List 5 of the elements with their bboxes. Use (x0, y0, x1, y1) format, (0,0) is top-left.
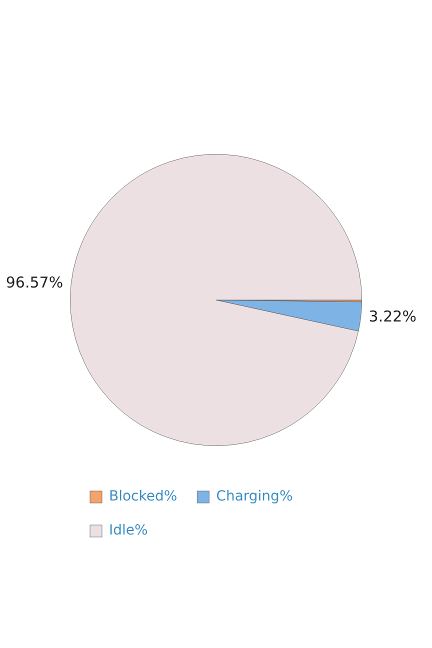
legend-label: Blocked% (109, 488, 178, 505)
data-label: 3.22% (368, 307, 416, 326)
data-label: 96.57% (6, 273, 64, 292)
legend-label: Charging% (216, 488, 293, 505)
legend-label: Idle% (109, 522, 148, 539)
